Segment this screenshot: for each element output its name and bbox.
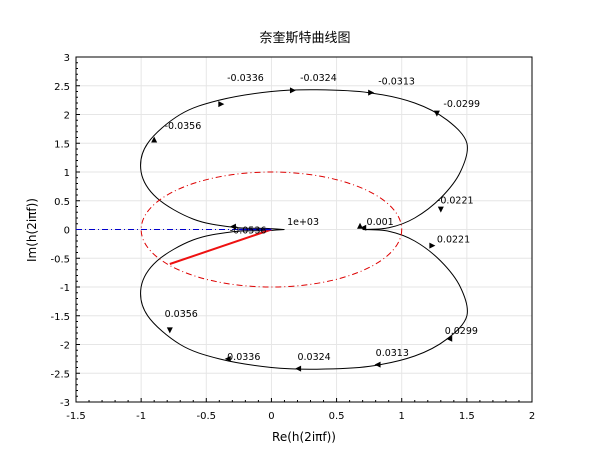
direction-arrow <box>360 224 367 231</box>
frequency-label: -0.0299 <box>443 99 480 110</box>
direction-arrow <box>429 242 436 249</box>
y-axis-label: Im(h(2iπf)) <box>25 198 39 262</box>
frequency-label: -0.0221 <box>437 196 474 207</box>
y-tick-label: -3 <box>60 398 70 409</box>
x-tick-label: 0.5 <box>329 411 345 422</box>
frequency-label: 0.0313 <box>376 348 409 359</box>
frequency-label: -0.0356 <box>165 121 202 132</box>
y-tick-label: -1.5 <box>50 312 70 323</box>
direction-arrow <box>357 222 364 229</box>
direction-arrow <box>295 365 302 372</box>
unit-circle <box>140 171 403 288</box>
direction-arrow <box>437 206 444 213</box>
frequency-label: -0.0536 <box>230 226 267 237</box>
x-tick-label: 1.5 <box>459 411 475 422</box>
x-tick-label: 2 <box>529 411 535 422</box>
direction-arrow <box>374 361 381 368</box>
frequency-label: 0.0336 <box>227 352 260 363</box>
direction-arrow <box>433 110 440 117</box>
frequency-label: 0.0299 <box>445 326 478 337</box>
direction-arrow <box>368 89 375 96</box>
y-tick-label: 2.5 <box>54 82 70 93</box>
direction-arrow <box>289 87 296 94</box>
y-tick-label: 1.5 <box>54 139 70 150</box>
direction-arrow <box>446 335 453 342</box>
x-tick-label: 0 <box>268 411 274 422</box>
frequency-label: 1e+03 <box>287 217 319 228</box>
y-tick-label: 0 <box>64 226 70 237</box>
chart-title: 奈奎斯特曲线图 <box>259 31 350 46</box>
y-tick-label: -0.5 <box>50 254 70 265</box>
frequency-label: 0.0221 <box>437 235 470 246</box>
direction-arrow <box>151 136 158 143</box>
direction-arrow <box>224 355 231 362</box>
frequency-label: 0.0356 <box>165 309 198 320</box>
y-tick-label: -1 <box>60 283 70 294</box>
x-tick-label: -1 <box>136 411 146 422</box>
x-axis-label: Re(h(2iπf)) <box>272 430 336 444</box>
direction-arrow <box>166 327 173 334</box>
frequency-label: 0.0324 <box>297 352 330 363</box>
direction-arrow <box>229 223 236 230</box>
x-tick-label: 1 <box>399 411 405 422</box>
frequency-label: -0.0336 <box>227 73 264 84</box>
y-tick-label: -2 <box>60 341 70 352</box>
y-tick-label: 2 <box>64 111 70 122</box>
y-tick-label: -2.5 <box>50 369 70 380</box>
y-tick-label: 3 <box>64 53 70 64</box>
y-tick-label: 0.5 <box>54 197 70 208</box>
x-tick-label: -1.5 <box>66 411 86 422</box>
margin-vector <box>169 228 272 265</box>
y-tick-label: 1 <box>64 168 70 179</box>
frequency-label: -0.0313 <box>378 77 415 88</box>
frequency-label: -0.0324 <box>300 73 337 84</box>
direction-arrow <box>218 101 225 108</box>
frequency-label: 0.001 <box>367 217 394 228</box>
nyquist-curve-lower <box>140 229 468 370</box>
x-tick-label: -0.5 <box>197 411 217 422</box>
